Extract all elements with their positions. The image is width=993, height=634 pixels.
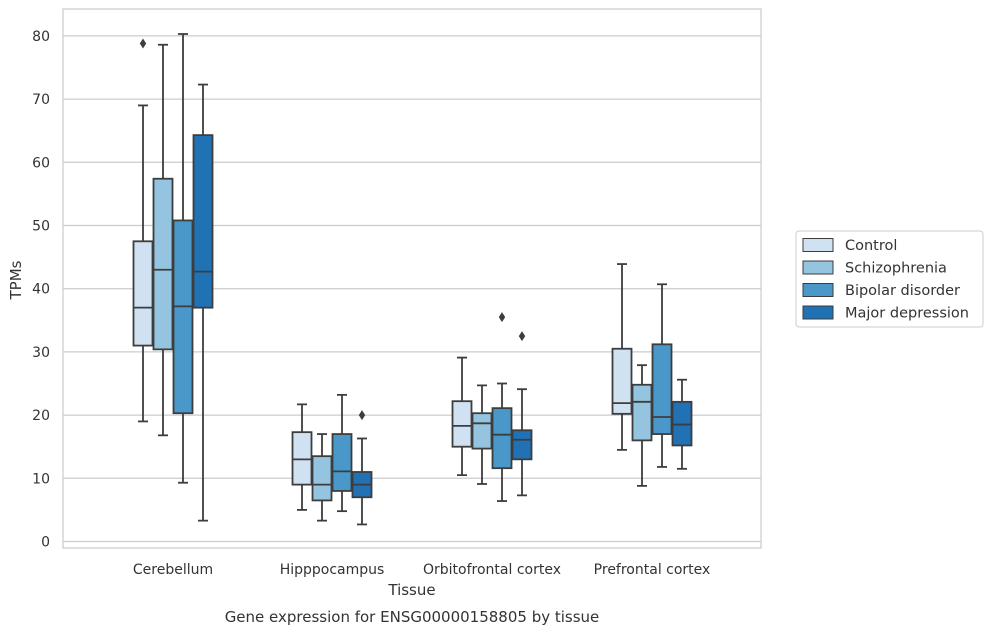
y-axis-label: TPMs [7,260,25,300]
box-0-1 [291,403,313,511]
y-tick-label-20: 20 [32,408,50,424]
y-tick-label-40: 40 [32,282,50,298]
box-iqr [631,383,653,442]
box-3-3 [671,378,693,470]
y-tick-label-70: 70 [32,92,50,108]
x-tick-labels: Cerebellum Hipppocampus Orbitofrontal cort… [133,562,710,578]
box-2-3 [651,283,673,468]
x-tick-label-1: Hipppocampus [280,562,385,578]
legend-label-2: Bipolar disorder [845,283,960,299]
box-iqr [611,347,633,415]
box-iqr [192,134,214,309]
x-axis-label: Tissue [387,581,435,599]
box-1-2 [471,384,493,485]
box-1-1 [311,433,333,522]
legend-label-1: Schizophrenia [845,261,947,277]
box-2-2 [491,312,513,502]
box-iqr [331,433,353,492]
box-iqr [671,400,693,447]
legend: Control Schizophrenia Bipolar disorder Majo… [795,230,984,328]
box-iqr [651,343,673,435]
outlier-marker-0 [358,410,366,421]
box-2-0 [172,33,194,484]
x-tick-label-0: Cerebellum [133,562,213,578]
box-0-3 [611,263,633,451]
y-tick-label-60: 60 [32,155,50,171]
x-tick-label-2: Orbitofrontal cortex [423,562,561,578]
y-tick-label-10: 10 [32,471,50,487]
legend-swatch-0 [802,238,834,252]
y-tick-label-0: 0 [41,535,50,551]
box-3-1 [351,410,373,526]
gridlines [63,35,761,543]
outlier-marker-0 [139,38,147,49]
box-iqr [451,400,473,448]
box-2-1 [331,393,353,513]
box-iqr [291,431,313,486]
outlier-marker-0 [498,312,506,323]
box-iqr [152,177,174,351]
legend-swatch-3 [802,305,834,320]
box-3-0 [192,83,214,522]
y-tick-labels: 0 10 20 30 40 50 60 70 80 [32,29,50,551]
legend-frame [795,230,984,328]
box-iqr [471,412,493,450]
box-0-0 [132,38,154,423]
box-iqr [132,240,154,347]
y-tick-label-50: 50 [32,219,50,235]
outlier-marker-0 [518,331,526,342]
legend-label-3: Major depression [845,306,969,322]
boxes [132,33,693,526]
box-iqr [311,455,333,502]
box-1-0 [152,43,174,437]
y-tick-label-80: 80 [32,29,50,45]
x-tick-label-3: Prefrontal cortex [594,562,711,578]
legend-swatch-2 [802,283,834,297]
box-1-3 [631,364,653,487]
box-0-2 [451,356,473,477]
legend-label-0: Control [845,238,897,254]
box-3-2 [511,331,533,497]
box-iqr [491,407,513,470]
y-tick-label-30: 30 [32,345,50,361]
chart-caption: Gene expression for ENSG00000158805 by t… [225,608,600,626]
legend-swatch-1 [802,260,834,275]
box-iqr [172,219,194,415]
box-iqr [511,429,533,461]
